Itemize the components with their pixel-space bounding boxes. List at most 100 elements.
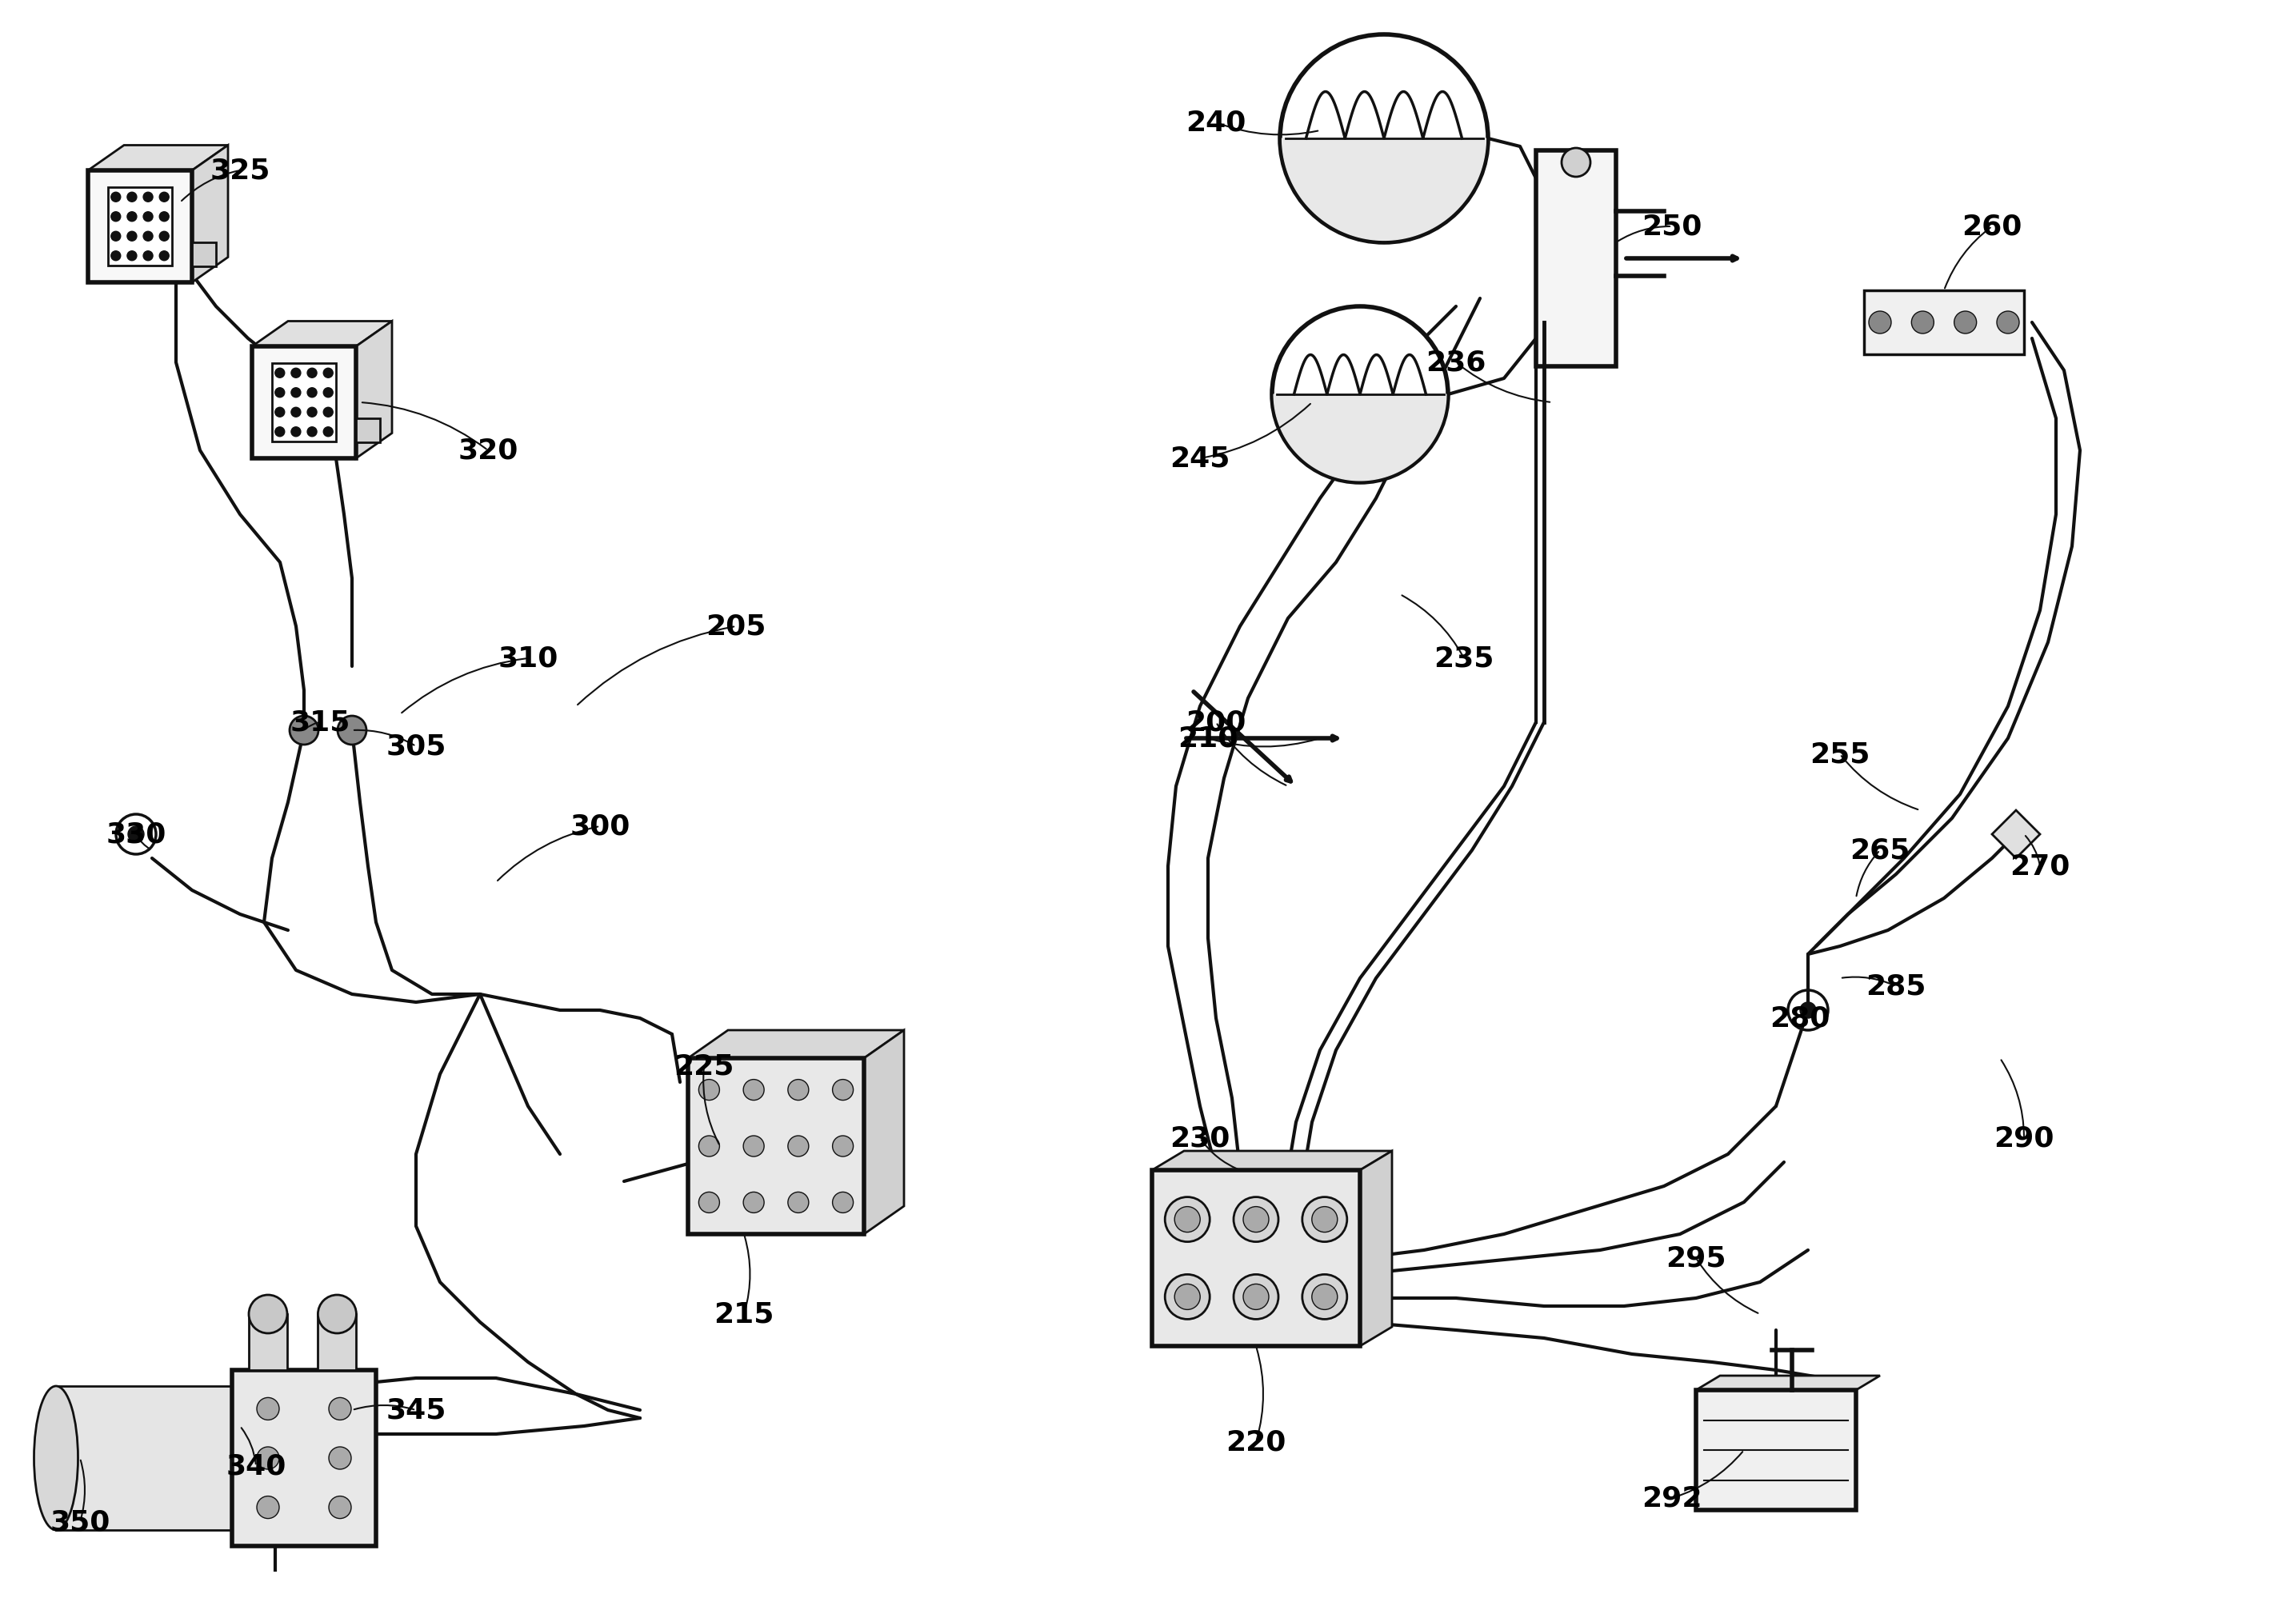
Circle shape xyxy=(788,1080,808,1101)
Polygon shape xyxy=(253,346,356,458)
Text: 230: 230 xyxy=(1171,1125,1231,1152)
Text: 285: 285 xyxy=(1867,972,1926,1000)
Circle shape xyxy=(1869,311,1892,333)
Text: 290: 290 xyxy=(1993,1125,2055,1152)
Text: 345: 345 xyxy=(386,1397,445,1424)
Polygon shape xyxy=(317,1314,356,1370)
Polygon shape xyxy=(689,1030,905,1059)
Polygon shape xyxy=(193,146,227,282)
Text: 250: 250 xyxy=(1642,213,1701,240)
Circle shape xyxy=(1561,147,1591,176)
Circle shape xyxy=(1279,34,1488,242)
Circle shape xyxy=(833,1080,854,1101)
Text: 270: 270 xyxy=(2009,852,2071,879)
Circle shape xyxy=(110,231,122,240)
Text: 240: 240 xyxy=(1185,109,1247,136)
Circle shape xyxy=(158,252,170,261)
Polygon shape xyxy=(356,320,393,458)
Circle shape xyxy=(698,1136,719,1157)
Circle shape xyxy=(328,1397,351,1419)
Circle shape xyxy=(142,231,154,240)
Text: 315: 315 xyxy=(289,708,351,735)
Polygon shape xyxy=(1536,151,1616,367)
Polygon shape xyxy=(253,320,393,346)
Circle shape xyxy=(324,368,333,378)
Circle shape xyxy=(1164,1197,1210,1242)
Text: 205: 205 xyxy=(705,612,767,639)
Circle shape xyxy=(328,1496,351,1519)
Polygon shape xyxy=(1281,138,1486,240)
Polygon shape xyxy=(1864,290,2025,354)
Text: 292: 292 xyxy=(1642,1485,1701,1512)
Circle shape xyxy=(292,407,301,417)
Circle shape xyxy=(308,407,317,417)
Circle shape xyxy=(317,1294,356,1333)
Circle shape xyxy=(788,1192,808,1213)
Polygon shape xyxy=(1993,811,2041,859)
Circle shape xyxy=(292,426,301,436)
Circle shape xyxy=(110,192,122,202)
Circle shape xyxy=(1954,311,1977,333)
Circle shape xyxy=(1302,1197,1348,1242)
Text: 320: 320 xyxy=(457,437,519,465)
Circle shape xyxy=(1242,1206,1270,1232)
Circle shape xyxy=(308,426,317,436)
Circle shape xyxy=(276,368,285,378)
Text: 310: 310 xyxy=(498,644,558,671)
Circle shape xyxy=(257,1397,280,1419)
Circle shape xyxy=(308,388,317,397)
Circle shape xyxy=(1176,1283,1201,1309)
Text: 245: 245 xyxy=(1171,445,1231,473)
Circle shape xyxy=(292,388,301,397)
Polygon shape xyxy=(356,418,381,442)
Circle shape xyxy=(289,716,319,745)
Circle shape xyxy=(1302,1275,1348,1318)
Circle shape xyxy=(276,426,285,436)
Circle shape xyxy=(1311,1283,1339,1309)
Ellipse shape xyxy=(34,1386,78,1530)
Circle shape xyxy=(126,192,138,202)
Text: 265: 265 xyxy=(1851,836,1910,863)
Polygon shape xyxy=(863,1030,905,1234)
Circle shape xyxy=(158,231,170,240)
Polygon shape xyxy=(87,170,193,282)
Text: 300: 300 xyxy=(569,812,629,839)
Text: 295: 295 xyxy=(1667,1245,1727,1272)
Circle shape xyxy=(276,388,285,397)
Text: 305: 305 xyxy=(386,732,445,759)
Circle shape xyxy=(1311,1206,1339,1232)
Circle shape xyxy=(126,211,138,221)
Circle shape xyxy=(142,252,154,261)
Polygon shape xyxy=(108,187,172,266)
Text: 330: 330 xyxy=(106,820,165,847)
Circle shape xyxy=(1242,1283,1270,1309)
Polygon shape xyxy=(55,1386,232,1530)
Circle shape xyxy=(324,388,333,397)
Text: 325: 325 xyxy=(209,157,271,184)
Circle shape xyxy=(257,1447,280,1469)
Circle shape xyxy=(126,252,138,261)
Circle shape xyxy=(308,368,317,378)
Circle shape xyxy=(833,1136,854,1157)
Circle shape xyxy=(744,1192,765,1213)
Text: 260: 260 xyxy=(1961,213,2023,240)
Polygon shape xyxy=(1153,1169,1359,1346)
Polygon shape xyxy=(248,1314,287,1370)
Text: 225: 225 xyxy=(673,1053,735,1080)
Circle shape xyxy=(744,1080,765,1101)
Circle shape xyxy=(324,426,333,436)
Polygon shape xyxy=(1697,1376,1880,1391)
Polygon shape xyxy=(271,364,335,442)
Circle shape xyxy=(142,211,154,221)
Circle shape xyxy=(129,827,145,843)
Circle shape xyxy=(338,716,367,745)
Circle shape xyxy=(1176,1206,1201,1232)
Text: 220: 220 xyxy=(1226,1429,1286,1456)
Circle shape xyxy=(788,1136,808,1157)
Circle shape xyxy=(1998,311,2018,333)
Circle shape xyxy=(257,1496,280,1519)
Circle shape xyxy=(110,252,122,261)
Circle shape xyxy=(110,211,122,221)
Circle shape xyxy=(1164,1275,1210,1318)
Circle shape xyxy=(744,1136,765,1157)
